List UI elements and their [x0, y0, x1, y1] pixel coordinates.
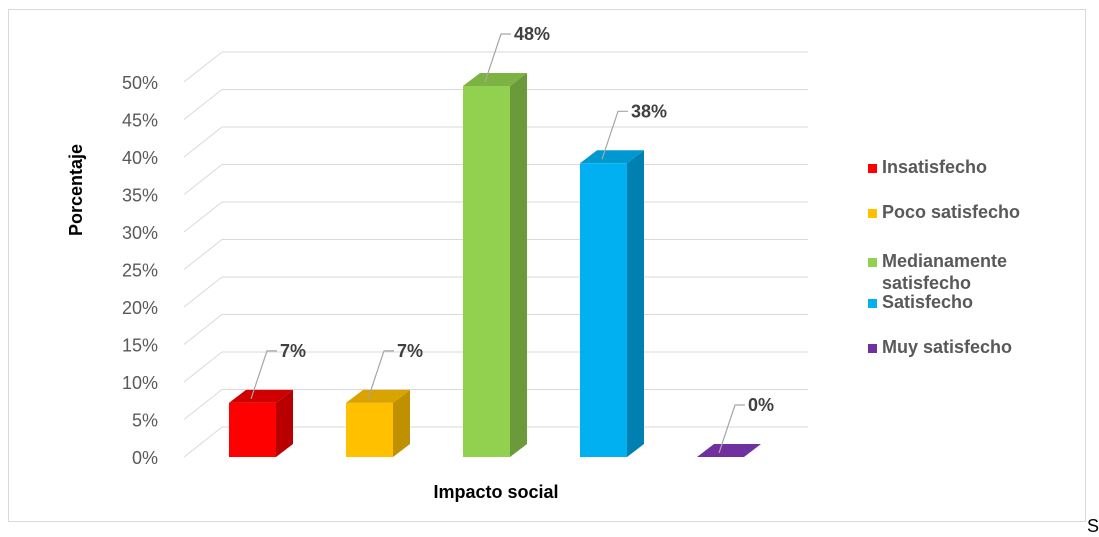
bar-front	[346, 402, 393, 457]
y-tick-label: 50%	[122, 73, 158, 93]
data-label: 38%	[631, 101, 667, 121]
y-tick-label: 40%	[122, 148, 158, 168]
chart-frame	[8, 9, 1086, 522]
leader-line	[250, 350, 277, 400]
gridline-diagonal	[183, 314, 223, 345]
gridline-diagonal	[183, 164, 223, 195]
legend-swatch	[868, 258, 877, 267]
legend-item: Poco satisfecho	[868, 202, 1020, 222]
bar-side	[393, 389, 410, 457]
bar	[229, 389, 293, 457]
gridline-diagonal	[183, 51, 223, 83]
legend-swatch	[868, 209, 877, 218]
legend-swatch	[868, 299, 877, 308]
y-axis-ticks: 0% 5% 10% 15% 20% 25% 30% 35% 40% 45% 50%	[122, 73, 158, 468]
y-tick-label: 45%	[122, 111, 158, 131]
bar	[580, 150, 644, 457]
bar-side	[627, 150, 644, 457]
footer-text: S	[1087, 516, 1099, 536]
y-tick-label: 15%	[122, 336, 158, 356]
legend-swatch	[868, 164, 877, 173]
gridline-diagonal	[183, 389, 223, 420]
leader-line	[718, 404, 745, 454]
bars	[229, 73, 761, 457]
bar	[346, 389, 410, 457]
data-label: 48%	[514, 24, 550, 44]
gridline-diagonal	[183, 89, 223, 120]
gridline-diagonal	[183, 126, 223, 158]
y-tick-label: 5%	[132, 411, 158, 431]
bar	[463, 73, 527, 457]
bar-top	[463, 73, 527, 86]
legend-swatch	[868, 344, 877, 353]
bar-front	[580, 163, 627, 457]
bar	[697, 444, 761, 457]
bar-front	[463, 86, 510, 457]
leader-line	[367, 350, 394, 400]
gridline-diagonal	[183, 239, 223, 270]
gridline-diagonal	[183, 351, 223, 383]
leader-line	[484, 33, 511, 83]
leader-line	[601, 110, 628, 160]
bar-flat	[697, 444, 761, 457]
legend-label: Muy satisfecho	[882, 337, 1012, 357]
legend: Insatisfecho Poco satisfecho Medianamentes…	[868, 157, 1020, 357]
x-axis-title: Impacto social	[433, 482, 558, 502]
bar-front	[229, 402, 276, 457]
legend-item: Satisfecho	[868, 292, 973, 312]
gridline-diagonal	[183, 426, 223, 458]
y-tick-label: 30%	[122, 223, 158, 243]
bar-top	[346, 389, 410, 403]
legend-item: Muy satisfecho	[868, 337, 1012, 357]
data-label: 0%	[748, 395, 774, 415]
legend-label: Medianamente	[882, 251, 1007, 271]
legend-label: Insatisfecho	[882, 157, 987, 177]
y-tick-label: 25%	[122, 261, 158, 281]
data-labels: 7% 7% 48% 38% 0%	[250, 24, 774, 454]
legend-label: Satisfecho	[882, 292, 973, 312]
y-tick-label: 10%	[122, 373, 158, 393]
bar-top	[580, 150, 644, 164]
legend-label-line2: satisfecho	[882, 273, 971, 293]
legend-label: Poco satisfecho	[882, 202, 1020, 222]
data-label: 7%	[397, 341, 423, 361]
y-axis-title: Porcentaje	[66, 144, 86, 236]
legend-item: Insatisfecho	[868, 157, 987, 177]
y-tick-label: 20%	[122, 298, 158, 318]
bar-side	[276, 389, 293, 457]
bar-side	[510, 73, 527, 457]
bar-top	[229, 389, 293, 403]
y-tick-label: 0%	[132, 448, 158, 468]
data-label: 7%	[280, 341, 306, 361]
gridline-diagonal	[183, 201, 223, 233]
y-tick-label: 35%	[122, 186, 158, 206]
gridline-diagonal	[183, 276, 223, 308]
